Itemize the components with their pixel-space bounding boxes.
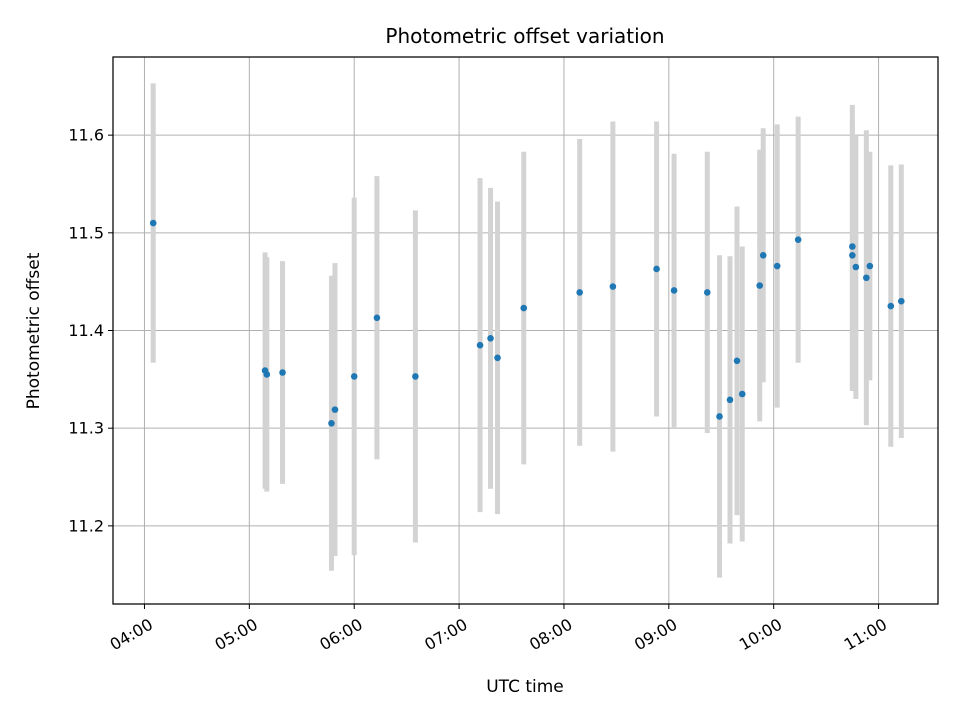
data-point <box>412 373 419 380</box>
data-point <box>733 357 741 365</box>
data-point <box>576 289 583 296</box>
data-point <box>476 341 484 349</box>
data-point <box>487 335 494 342</box>
data-point <box>331 406 339 413</box>
data-point <box>726 396 734 404</box>
data-point <box>350 373 358 380</box>
data-points <box>149 219 905 427</box>
x-axis-title: UTC time <box>486 677 564 697</box>
data-point <box>756 282 764 289</box>
data-point <box>738 390 746 398</box>
data-point <box>149 219 157 227</box>
data-point <box>373 314 381 322</box>
y-tick-label: 11.6 <box>68 126 104 145</box>
data-point <box>849 243 856 250</box>
data-point <box>520 304 528 312</box>
data-point <box>866 262 874 270</box>
data-point <box>609 283 617 290</box>
data-point <box>863 274 870 282</box>
data-point <box>794 236 802 243</box>
data-point <box>494 354 501 362</box>
data-point <box>887 302 895 310</box>
y-tick-label: 11.2 <box>68 516 104 535</box>
data-point <box>328 419 335 427</box>
data-point <box>716 413 723 420</box>
data-point <box>670 287 678 294</box>
data-point <box>263 371 271 378</box>
data-point <box>849 251 856 259</box>
data-point <box>653 265 660 273</box>
data-point <box>852 263 860 271</box>
y-axis-title: Photometric offset <box>24 252 44 409</box>
y-tick-label: 11.5 <box>68 223 104 242</box>
data-point <box>703 289 711 296</box>
chart-title: Photometric offset variation <box>385 24 664 48</box>
data-point <box>773 262 781 270</box>
data-point <box>897 297 905 305</box>
y-axis-ticks: 11.2 11.3 11.4 11.5 11.6 <box>68 126 113 535</box>
data-point <box>279 369 286 376</box>
y-tick-label: 11.4 <box>68 321 104 340</box>
data-point <box>759 251 767 259</box>
y-tick-label: 11.3 <box>68 419 104 438</box>
